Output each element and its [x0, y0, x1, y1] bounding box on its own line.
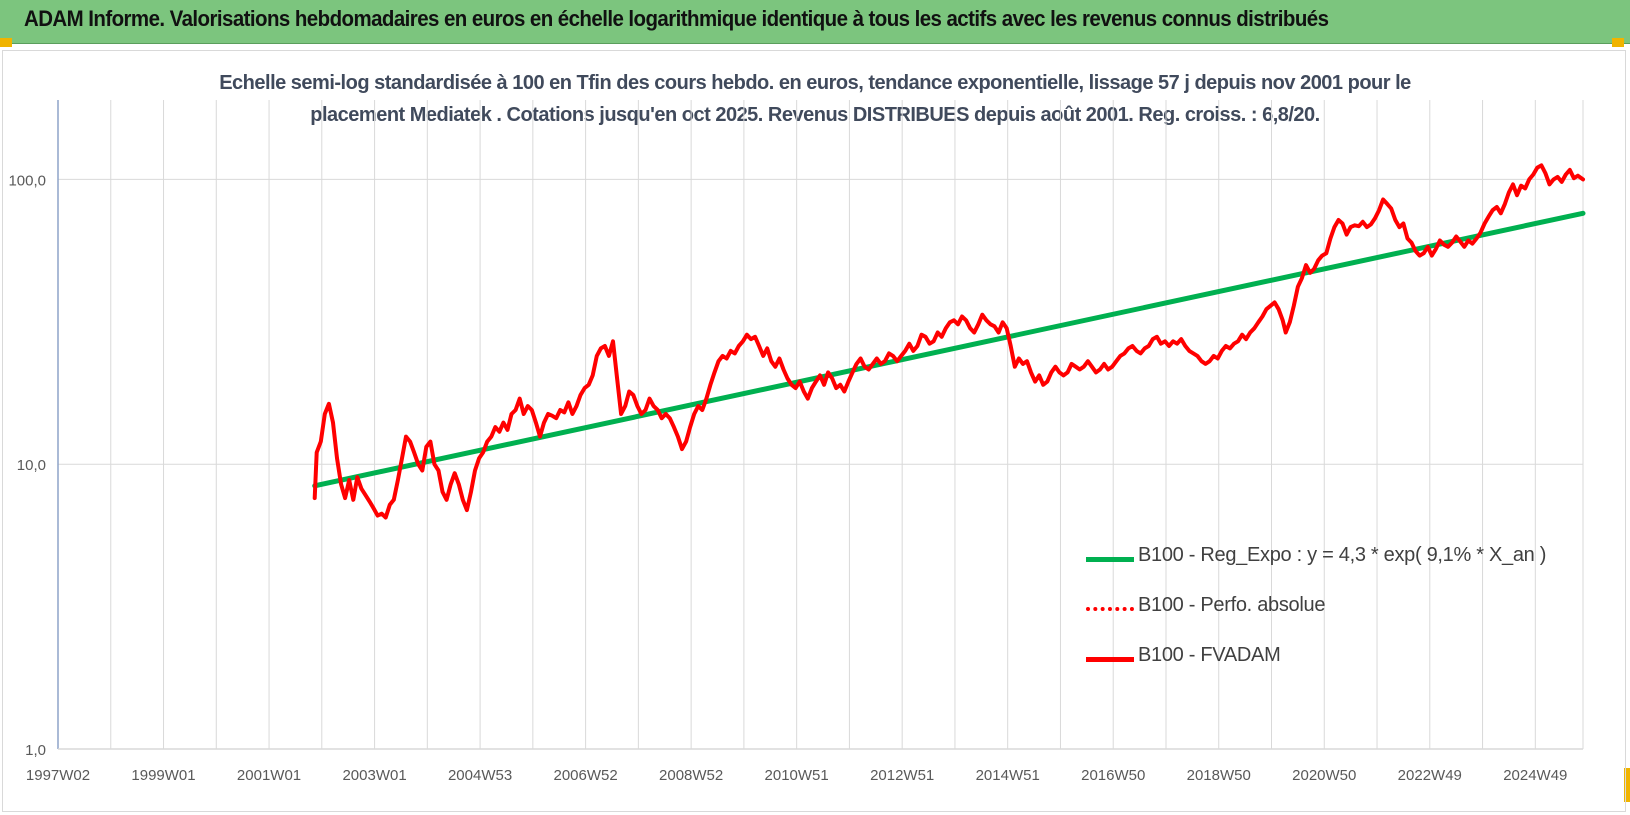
- x-tick-label: 2016W50: [1081, 767, 1145, 784]
- corner-marker-bottom-right: [1624, 768, 1630, 802]
- legend-label-perfo: B100 - Perfo. absolue: [1138, 594, 1326, 616]
- chart-title-line-2: placement Mediatek . Cotations jusqu'en …: [310, 104, 1320, 126]
- x-tick-label: 1997W02: [26, 767, 90, 784]
- trend-line: [312, 210, 1586, 489]
- corner-marker-top-left: [0, 38, 12, 47]
- y-tick-label: 1,0: [25, 742, 46, 759]
- x-tick-label: 2014W51: [976, 767, 1040, 784]
- x-tick-label: 2001W01: [237, 767, 301, 784]
- y-tick-label: 100,0: [8, 172, 46, 189]
- y-tick-label: 10,0: [17, 457, 46, 474]
- corner-marker-top-right: [1612, 38, 1624, 47]
- x-tick-label: 2006W52: [554, 767, 618, 784]
- x-tick-label: 2003W01: [342, 767, 406, 784]
- chart-frame: [2, 50, 1626, 812]
- x-tick-label: 2012W51: [870, 767, 934, 784]
- chart-title-line-1: Echelle semi-log standardisée à 100 en T…: [219, 72, 1411, 94]
- x-tick-label: 2008W52: [659, 767, 723, 784]
- x-tick-label: 2024W49: [1503, 767, 1567, 784]
- x-tick-label: 2018W50: [1187, 767, 1251, 784]
- x-tick-label: 2020W50: [1292, 767, 1356, 784]
- title-banner: ADAM Informe. Valorisations hebdomadaire…: [0, 0, 1630, 44]
- legend-swatch-perfo: [1086, 607, 1134, 611]
- x-tick-label: 2004W53: [448, 767, 512, 784]
- legend-label-trend: B100 - Reg_Expo : y = 4,3 * exp( 9,1% * …: [1138, 544, 1547, 566]
- legend-swatch-fvadam: [1086, 657, 1134, 662]
- page-title: ADAM Informe. Valorisations hebdomadaire…: [24, 6, 1329, 31]
- x-tick-label: 1999W01: [131, 767, 195, 784]
- legend-swatch-trend: [1086, 557, 1134, 562]
- legend-label-fvadam: B100 - FVADAM: [1138, 644, 1281, 666]
- x-tick-label: 2010W51: [765, 767, 829, 784]
- fvadam-line: [312, 163, 1585, 520]
- x-tick-label: 2022W49: [1398, 767, 1462, 784]
